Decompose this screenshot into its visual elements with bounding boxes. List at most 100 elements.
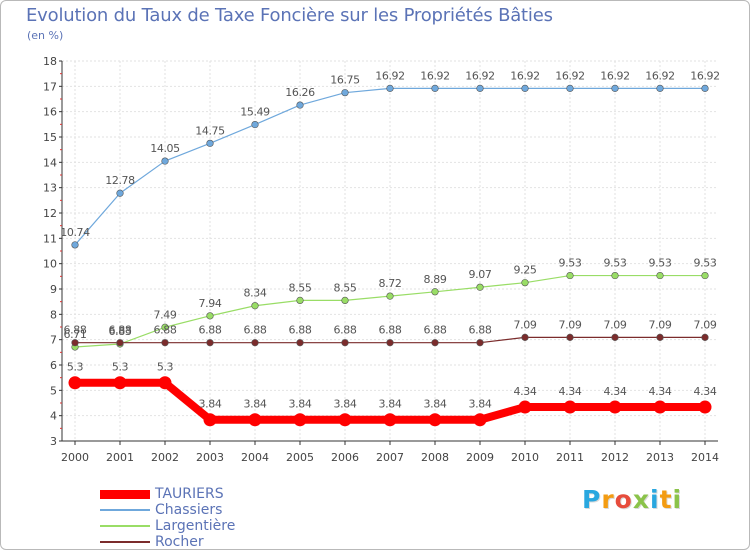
data-point-rocher — [521, 333, 529, 341]
data-point-chassiers — [611, 84, 619, 92]
data-label-largentiere: 9.53 — [649, 257, 672, 270]
y-tick-label: 12 — [43, 207, 57, 220]
data-label-rocher: 7.09 — [514, 318, 537, 331]
data-label-tauriers: 3.84 — [199, 398, 222, 411]
data-label-largentiere: 8.55 — [334, 281, 357, 294]
y-tick-label: 18 — [43, 55, 57, 68]
data-point-chassiers — [206, 139, 214, 147]
data-label-tauriers: 4.34 — [694, 385, 717, 398]
data-label-rocher: 6.88 — [154, 324, 177, 337]
data-label-chassiers: 12.78 — [105, 174, 135, 187]
series-largentiere — [71, 271, 709, 351]
data-point-tauriers — [338, 413, 352, 427]
data-label-largentiere: 7.94 — [199, 297, 222, 310]
data-label-rocher: 6.88 — [334, 324, 357, 337]
logo-letter: t — [659, 485, 673, 514]
data-label-chassiers: 16.92 — [645, 69, 675, 82]
data-label-chassiers: 14.75 — [195, 124, 225, 137]
x-tick-label: 2006 — [331, 451, 359, 464]
data-label-largentiere: 9.25 — [514, 264, 537, 277]
x-tick-label: 2012 — [601, 451, 629, 464]
data-point-tauriers — [518, 400, 532, 414]
data-label-rocher: 6.88 — [109, 324, 132, 337]
data-point-rocher — [71, 339, 79, 347]
data-point-largentiere — [611, 271, 619, 280]
y-tick-label: 4 — [50, 410, 57, 423]
data-label-largentiere: 7.49 — [154, 308, 177, 321]
data-point-chassiers — [656, 84, 664, 92]
legend-item-largentiere: Largentière — [100, 518, 360, 534]
data-point-largentiere — [521, 279, 529, 287]
data-label-chassiers: 16.92 — [510, 69, 540, 82]
y-tick-label: 16 — [43, 106, 57, 119]
x-tick-label: 2008 — [421, 451, 449, 464]
data-point-chassiers — [566, 84, 574, 92]
data-point-rocher — [386, 339, 394, 347]
data-label-rocher: 7.09 — [649, 318, 672, 331]
data-point-rocher — [116, 339, 124, 347]
x-tick-label: 2005 — [286, 451, 314, 464]
data-label-tauriers: 5.3 — [112, 361, 129, 374]
data-point-rocher — [161, 339, 169, 347]
legend-item-chassiers: Chassiers — [100, 502, 360, 518]
logo-letter: r — [601, 485, 615, 514]
logo-letter: i — [672, 485, 683, 514]
logo-letter: o — [614, 485, 633, 514]
data-point-largentiere — [251, 302, 259, 310]
logo-letter: i — [650, 485, 660, 514]
data-point-rocher — [656, 333, 664, 341]
series-chassiers — [71, 84, 709, 249]
data-point-largentiere — [296, 296, 304, 305]
data-label-largentiere: 8.72 — [379, 277, 402, 290]
data-label-largentiere: 6.71 — [64, 328, 87, 341]
data-label-chassiers: 15.49 — [240, 106, 270, 119]
data-point-tauriers — [383, 413, 397, 427]
data-label-rocher: 6.88 — [199, 324, 222, 337]
data-label-largentiere: 6.83 — [109, 325, 132, 338]
x-tick-label: 2001 — [106, 451, 134, 464]
data-point-tauriers — [203, 413, 217, 427]
y-tick-label: 6 — [50, 359, 57, 372]
data-point-chassiers — [431, 84, 439, 92]
data-point-chassiers — [341, 89, 349, 97]
data-label-rocher: 6.88 — [64, 324, 87, 337]
data-label-tauriers: 3.84 — [289, 398, 312, 411]
proxiti-logo: Proxiti — [582, 485, 682, 514]
data-point-largentiere — [701, 271, 709, 280]
x-tick-label: 2009 — [466, 451, 494, 464]
data-label-largentiere: 9.53 — [694, 257, 717, 270]
data-label-tauriers: 3.84 — [244, 398, 267, 411]
data-point-chassiers — [251, 120, 259, 129]
data-point-rocher — [431, 339, 439, 347]
data-label-tauriers: 3.84 — [469, 398, 492, 411]
data-point-chassiers — [476, 84, 484, 92]
legend-label-tauriers: TAURIERS — [155, 486, 224, 502]
x-tick-label: 2004 — [241, 451, 269, 464]
data-point-largentiere — [206, 312, 214, 320]
data-label-largentiere: 9.53 — [559, 257, 582, 270]
x-tick-label: 2013 — [646, 451, 674, 464]
data-point-rocher — [566, 333, 574, 341]
legend-label-chassiers: Chassiers — [155, 502, 223, 518]
chart-legend: TAURIERS Chassiers Largentière Rocher — [100, 486, 360, 550]
data-point-tauriers — [563, 400, 577, 414]
data-label-tauriers: 3.84 — [379, 398, 402, 411]
series-tauriers — [68, 376, 712, 427]
data-label-rocher: 6.88 — [379, 324, 402, 337]
data-point-tauriers — [473, 413, 487, 427]
data-point-tauriers — [608, 400, 622, 414]
data-point-rocher — [341, 339, 349, 347]
data-label-rocher: 7.09 — [559, 318, 582, 331]
data-point-rocher — [611, 333, 619, 341]
data-point-chassiers — [386, 84, 394, 92]
y-tick-label: 7 — [50, 334, 57, 347]
x-tick-label: 2002 — [151, 451, 179, 464]
y-tick-label: 11 — [43, 232, 57, 245]
legend-swatch-rocher — [100, 541, 150, 543]
x-tick-label: 2010 — [511, 451, 539, 464]
series-rocher — [71, 333, 709, 347]
legend-swatch-largentiere — [100, 525, 150, 527]
data-point-rocher — [251, 339, 259, 347]
data-label-largentiere: 9.07 — [469, 268, 492, 281]
